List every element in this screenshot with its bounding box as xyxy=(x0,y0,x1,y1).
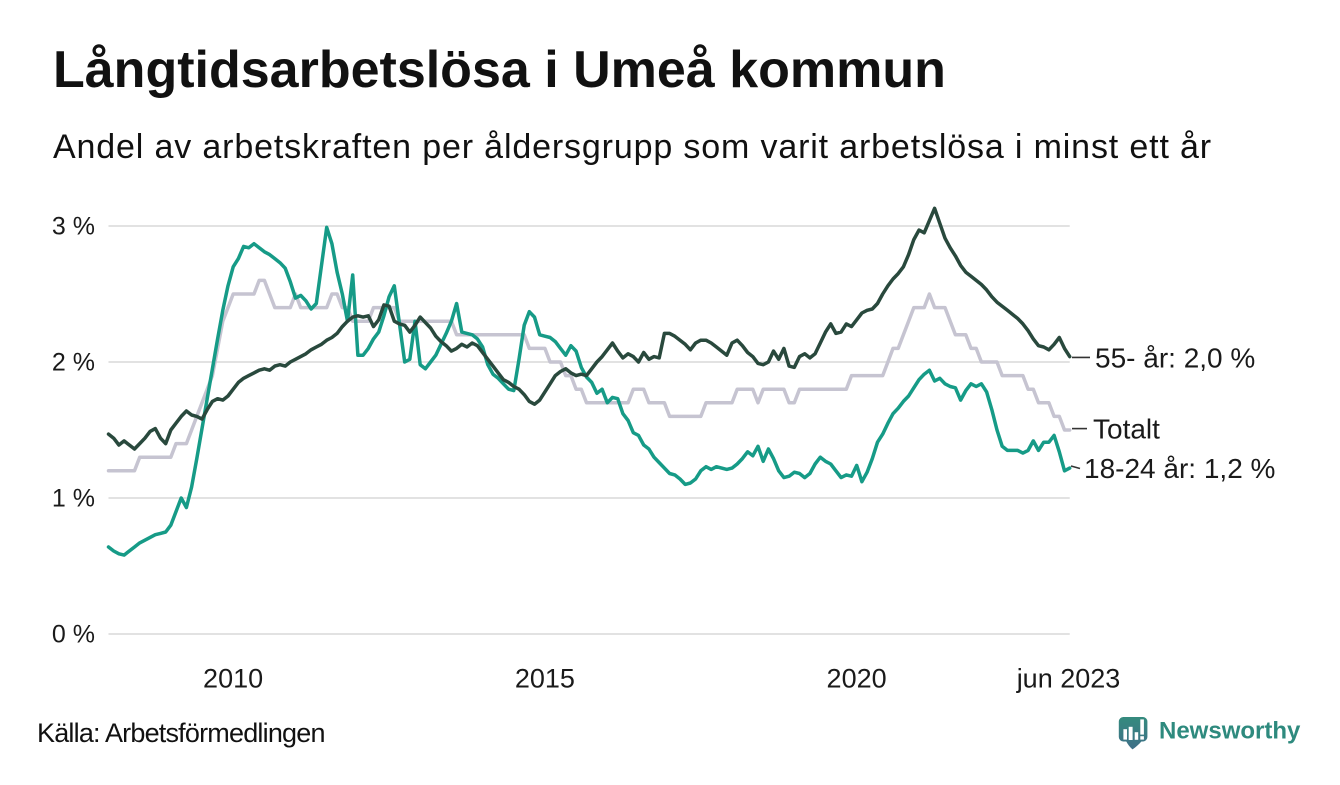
svg-text:1 %: 1 % xyxy=(52,485,95,513)
svg-text:18-24 år: 1,2 %: 18-24 år: 1,2 % xyxy=(1084,453,1275,484)
svg-text:2015: 2015 xyxy=(515,664,575,694)
svg-text:Newsworthy: Newsworthy xyxy=(1159,718,1301,745)
svg-text:2020: 2020 xyxy=(827,664,887,694)
svg-text:Långtidsarbetslösa i Umeå komm: Långtidsarbetslösa i Umeå kommun xyxy=(53,41,946,99)
svg-text:jun 2023: jun 2023 xyxy=(1016,664,1121,694)
svg-text:0 %: 0 % xyxy=(52,621,95,649)
svg-text:55- år: 2,0 %: 55- år: 2,0 % xyxy=(1095,343,1255,374)
svg-text:Andel av arbetskraften per åld: Andel av arbetskraften per åldersgrupp s… xyxy=(53,128,1212,166)
svg-text:Totalt: Totalt xyxy=(1093,414,1160,445)
svg-text:2010: 2010 xyxy=(203,664,263,694)
svg-text:2 %: 2 % xyxy=(52,349,95,377)
svg-text:3 %: 3 % xyxy=(52,213,95,241)
svg-text:Källa: Arbetsförmedlingen: Källa: Arbetsförmedlingen xyxy=(37,718,325,748)
